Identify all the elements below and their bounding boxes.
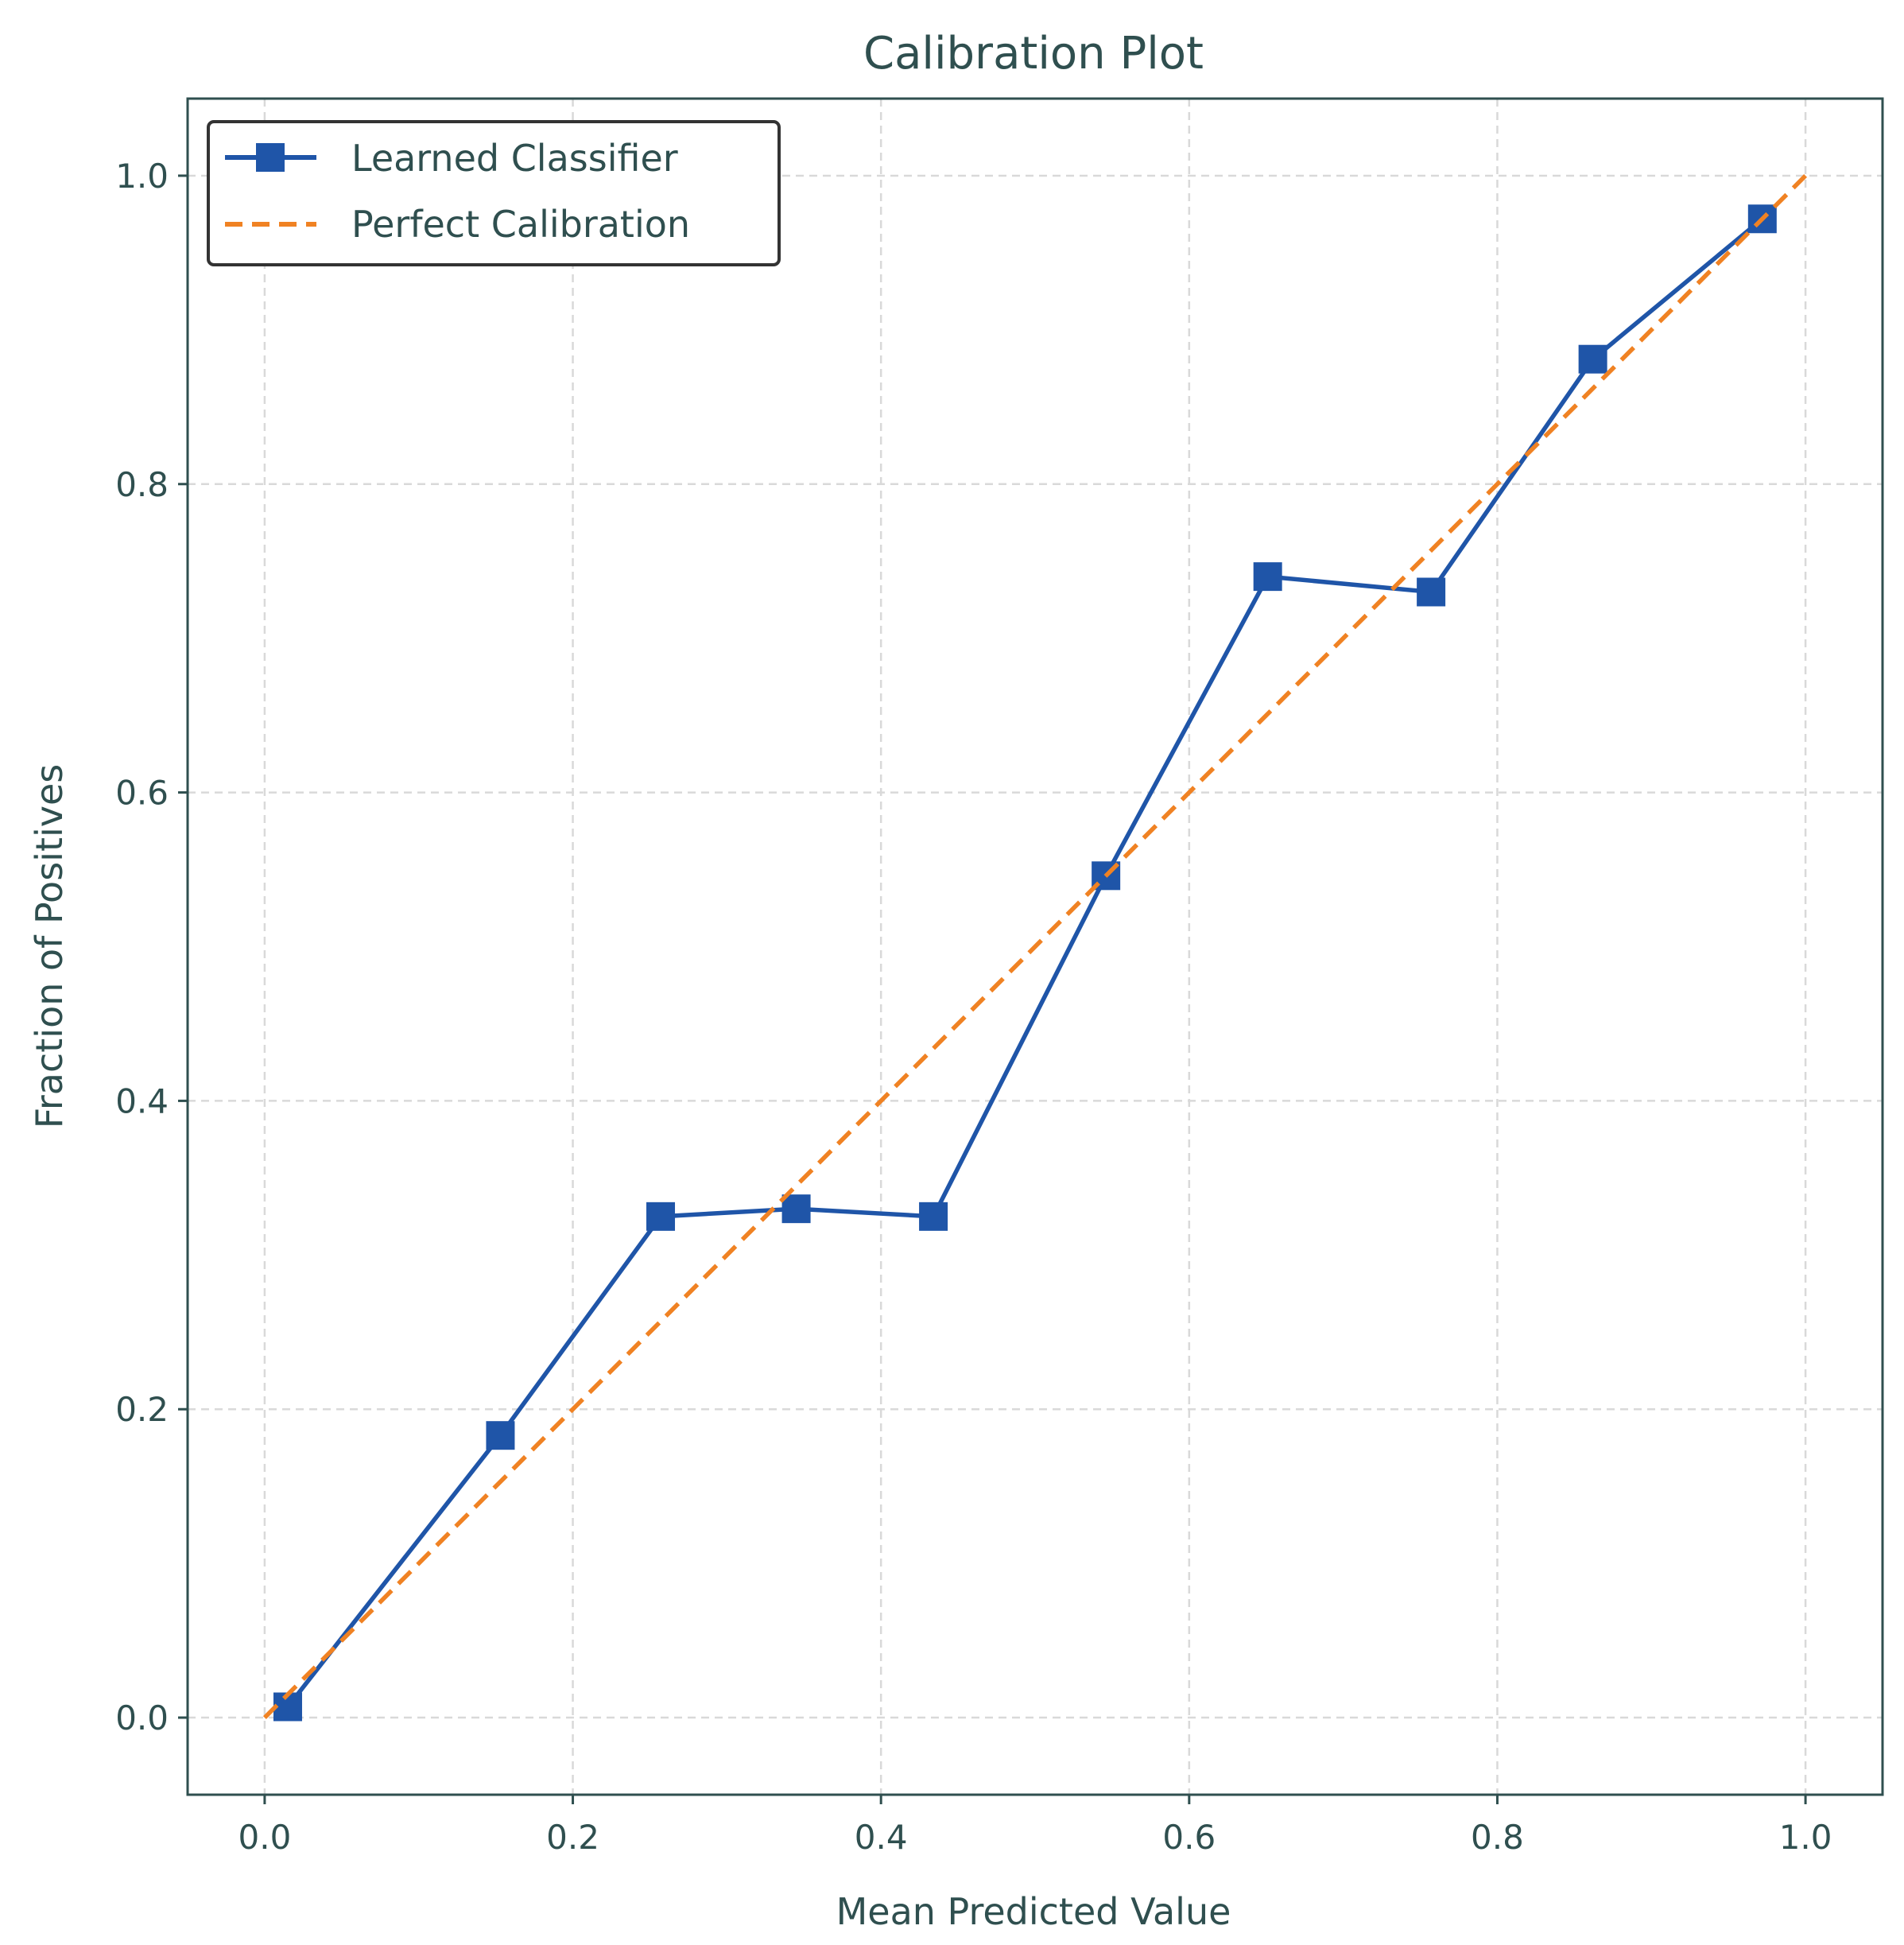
axis-ticks: 0.0 0.2 0.4 0.6 0.8 1.0 0.0 0.2 0.4 0.6 0.8 1.0 — [115, 157, 1832, 1857]
data-point-learned-classifier — [781, 1194, 811, 1224]
x-tick-label: 0.2 — [546, 1818, 599, 1857]
y-tick-label: 0.8 — [115, 465, 169, 504]
legend: Learned Classifier Perfect Calibration — [207, 120, 781, 266]
grid — [188, 99, 1883, 1795]
y-tick-label: 1.0 — [115, 157, 169, 196]
legend-marker-learned-classifier — [256, 143, 285, 172]
chart-title: Calibration Plot — [863, 28, 1204, 80]
plot-series — [262, 174, 1808, 1722]
data-point-learned-classifier — [1253, 562, 1282, 592]
x-tick-label: 1.0 — [1779, 1818, 1832, 1857]
data-point-learned-classifier — [1417, 577, 1446, 607]
x-tick-label: 0.6 — [1162, 1818, 1216, 1857]
legend-label-learned-classifier: Learned Classifier — [351, 137, 678, 180]
axes-frame — [186, 97, 1884, 1796]
x-tick-label: 0.0 — [238, 1818, 292, 1857]
series-line-learned-classifier — [285, 217, 1764, 1709]
y-tick-label: 0.6 — [115, 774, 169, 813]
data-point-learned-classifier — [486, 1421, 515, 1450]
legend-box — [207, 120, 781, 266]
data-point-learned-classifier — [919, 1202, 948, 1231]
y-axis-title: Fraction of Positives — [28, 764, 71, 1129]
y-tick-label: 0.4 — [115, 1081, 169, 1120]
y-tick-label: 0.2 — [115, 1390, 169, 1429]
y-tick-label: 0.0 — [115, 1698, 169, 1737]
x-tick-label: 0.4 — [855, 1818, 908, 1857]
data-point-learned-classifier — [646, 1202, 676, 1231]
series-line-perfect-calibration — [262, 174, 1808, 1719]
legend-label-perfect-calibration: Perfect Calibration — [351, 203, 690, 246]
x-axis-title: Mean Predicted Value — [836, 1890, 1231, 1933]
x-tick-label: 0.8 — [1471, 1818, 1524, 1857]
data-point-learned-classifier — [1578, 344, 1607, 374]
